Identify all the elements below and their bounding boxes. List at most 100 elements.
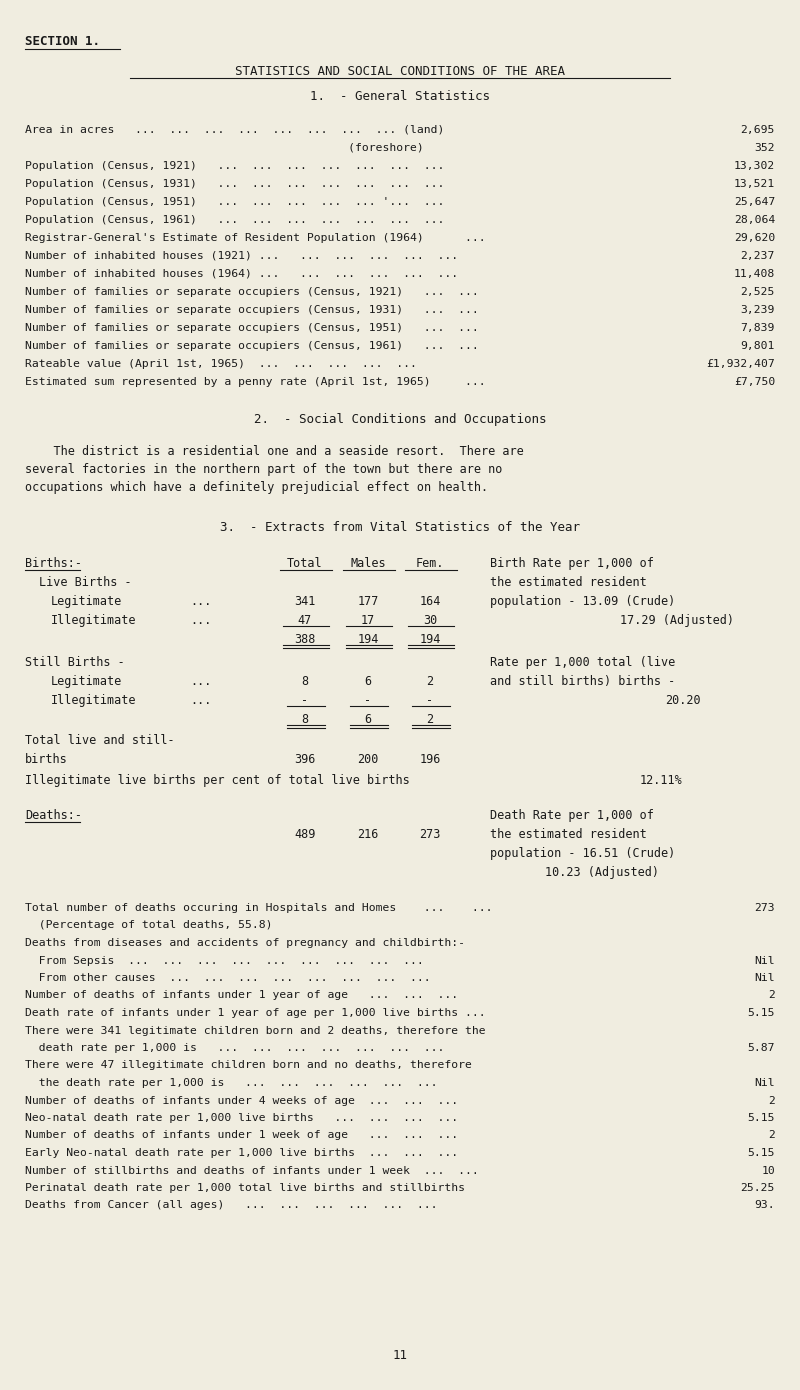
Text: 30: 30 (423, 614, 437, 627)
Text: 273: 273 (419, 828, 441, 841)
Text: 489: 489 (294, 828, 316, 841)
Text: Fem.: Fem. (416, 557, 444, 570)
Text: several factories in the northern part of the town but there are no: several factories in the northern part o… (25, 463, 502, 475)
Text: 388: 388 (294, 632, 316, 646)
Text: ...: ... (190, 694, 211, 708)
Text: 25.25: 25.25 (741, 1183, 775, 1193)
Text: ...: ... (190, 676, 211, 688)
Text: (foreshore): (foreshore) (25, 143, 424, 153)
Text: 17: 17 (361, 614, 375, 627)
Text: From other causes  ...  ...  ...  ...  ...  ...  ...  ...: From other causes ... ... ... ... ... ..… (25, 973, 430, 983)
Text: 28,064: 28,064 (734, 215, 775, 225)
Text: ...: ... (190, 614, 211, 627)
Text: Number of families or separate occupiers (Census, 1931)   ...  ...: Number of families or separate occupiers… (25, 304, 478, 316)
Text: 93.: 93. (754, 1201, 775, 1211)
Text: STATISTICS AND SOCIAL CONDITIONS OF THE AREA: STATISTICS AND SOCIAL CONDITIONS OF THE … (235, 65, 565, 78)
Text: 11,408: 11,408 (734, 270, 775, 279)
Text: 2.  - Social Conditions and Occupations: 2. - Social Conditions and Occupations (254, 413, 546, 425)
Text: Registrar-General's Estimate of Resident Population (1964)      ...: Registrar-General's Estimate of Resident… (25, 234, 486, 243)
Text: 25,647: 25,647 (734, 197, 775, 207)
Text: Deaths from diseases and accidents of pregnancy and childbirth:-: Deaths from diseases and accidents of pr… (25, 938, 465, 948)
Text: Rate per 1,000 total (live: Rate per 1,000 total (live (490, 656, 675, 669)
Text: Live Births -: Live Births - (39, 575, 132, 589)
Text: Number of families or separate occupiers (Census, 1921)   ...  ...: Number of families or separate occupiers… (25, 286, 478, 297)
Text: Number of deaths of infants under 4 weeks of age  ...  ...  ...: Number of deaths of infants under 4 week… (25, 1095, 458, 1105)
Text: (Percentage of total deaths, 55.8): (Percentage of total deaths, 55.8) (25, 920, 273, 930)
Text: 5.15: 5.15 (747, 1148, 775, 1158)
Text: Number of deaths of infants under 1 year of age   ...  ...  ...: Number of deaths of infants under 1 year… (25, 991, 458, 1001)
Text: 20.20: 20.20 (665, 694, 701, 708)
Text: Population (Census, 1961)   ...  ...  ...  ...  ...  ...  ...: Population (Census, 1961) ... ... ... ..… (25, 215, 444, 225)
Text: Males: Males (350, 557, 386, 570)
Text: Number of inhabited houses (1964) ...   ...  ...  ...  ...  ...: Number of inhabited houses (1964) ... ..… (25, 270, 458, 279)
Text: 2: 2 (768, 1095, 775, 1105)
Text: Illegitimate: Illegitimate (51, 614, 137, 627)
Text: Still Births -: Still Births - (25, 656, 125, 669)
Text: 13,302: 13,302 (734, 161, 775, 171)
Text: -: - (302, 694, 309, 708)
Text: Early Neo-natal death rate per 1,000 live births  ...  ...  ...: Early Neo-natal death rate per 1,000 liv… (25, 1148, 458, 1158)
Text: 2: 2 (768, 991, 775, 1001)
Text: the death rate per 1,000 is   ...  ...  ...  ...  ...  ...: the death rate per 1,000 is ... ... ... … (25, 1079, 438, 1088)
Text: 194: 194 (358, 632, 378, 646)
Text: Legitimate: Legitimate (51, 676, 122, 688)
Text: There were 47 illegitimate children born and no deaths, therefore: There were 47 illegitimate children born… (25, 1061, 472, 1070)
Text: 5.15: 5.15 (747, 1113, 775, 1123)
Text: The district is a residential one and a seaside resort.  There are: The district is a residential one and a … (25, 445, 524, 457)
Text: 11: 11 (393, 1350, 407, 1362)
Text: 8: 8 (302, 676, 309, 688)
Text: 2: 2 (426, 676, 434, 688)
Text: Total live and still-: Total live and still- (25, 734, 174, 746)
Text: Neo-natal death rate per 1,000 live births   ...  ...  ...  ...: Neo-natal death rate per 1,000 live birt… (25, 1113, 458, 1123)
Text: Area in acres   ...  ...  ...  ...  ...  ...  ...  ... (land): Area in acres ... ... ... ... ... ... ..… (25, 125, 444, 135)
Text: 10: 10 (762, 1165, 775, 1176)
Text: 10.23 (Adjusted): 10.23 (Adjusted) (545, 866, 659, 878)
Text: 1.  - General Statistics: 1. - General Statistics (310, 90, 490, 103)
Text: £1,932,407: £1,932,407 (706, 359, 775, 368)
Text: Population (Census, 1921)   ...  ...  ...  ...  ...  ...  ...: Population (Census, 1921) ... ... ... ..… (25, 161, 444, 171)
Text: 6: 6 (365, 676, 371, 688)
Text: 194: 194 (419, 632, 441, 646)
Text: Death Rate per 1,000 of: Death Rate per 1,000 of (490, 809, 654, 821)
Text: 6: 6 (365, 713, 371, 726)
Text: Birth Rate per 1,000 of: Birth Rate per 1,000 of (490, 557, 654, 570)
Text: population - 16.51 (Crude): population - 16.51 (Crude) (490, 847, 675, 860)
Text: Number of inhabited houses (1921) ...   ...  ...  ...  ...  ...: Number of inhabited houses (1921) ... ..… (25, 252, 458, 261)
Text: Death rate of infants under 1 year of age per 1,000 live births ...: Death rate of infants under 1 year of ag… (25, 1008, 486, 1017)
Text: Number of deaths of infants under 1 week of age   ...  ...  ...: Number of deaths of infants under 1 week… (25, 1130, 458, 1141)
Text: £7,750: £7,750 (734, 377, 775, 386)
Text: Population (Census, 1951)   ...  ...  ...  ...  ... '...  ...: Population (Census, 1951) ... ... ... ..… (25, 197, 444, 207)
Text: Nil: Nil (754, 1079, 775, 1088)
Text: From Sepsis  ...  ...  ...  ...  ...  ...  ...  ...  ...: From Sepsis ... ... ... ... ... ... ... … (25, 955, 424, 966)
Text: Number of families or separate occupiers (Census, 1951)   ...  ...: Number of families or separate occupiers… (25, 322, 478, 334)
Text: Illegitimate: Illegitimate (51, 694, 137, 708)
Text: 177: 177 (358, 595, 378, 607)
Text: Population (Census, 1931)   ...  ...  ...  ...  ...  ...  ...: Population (Census, 1931) ... ... ... ..… (25, 179, 444, 189)
Text: ...: ... (190, 595, 211, 607)
Text: 341: 341 (294, 595, 316, 607)
Text: 196: 196 (419, 753, 441, 766)
Text: 8: 8 (302, 713, 309, 726)
Text: and still births) births -: and still births) births - (490, 676, 675, 688)
Text: 3.  - Extracts from Vital Statistics of the Year: 3. - Extracts from Vital Statistics of t… (220, 521, 580, 534)
Text: 5.87: 5.87 (747, 1042, 775, 1054)
Text: There were 341 legitimate children born and 2 deaths, therefore the: There were 341 legitimate children born … (25, 1026, 486, 1036)
Text: Rateable value (April 1st, 1965)  ...  ...  ...  ...  ...: Rateable value (April 1st, 1965) ... ...… (25, 359, 417, 368)
Text: SECTION 1.: SECTION 1. (25, 35, 100, 49)
Text: Deaths from Cancer (all ages)   ...  ...  ...  ...  ...  ...: Deaths from Cancer (all ages) ... ... ..… (25, 1201, 438, 1211)
Text: Births:-: Births:- (25, 557, 82, 570)
Text: population - 13.09 (Crude): population - 13.09 (Crude) (490, 595, 675, 607)
Text: 13,521: 13,521 (734, 179, 775, 189)
Text: 216: 216 (358, 828, 378, 841)
Text: occupations which have a definitely prejudicial effect on health.: occupations which have a definitely prej… (25, 481, 488, 493)
Text: 2,695: 2,695 (741, 125, 775, 135)
Text: 17.29 (Adjusted): 17.29 (Adjusted) (620, 614, 734, 627)
Text: 2,525: 2,525 (741, 286, 775, 297)
Text: death rate per 1,000 is   ...  ...  ...  ...  ...  ...  ...: death rate per 1,000 is ... ... ... ... … (25, 1042, 444, 1054)
Text: births: births (25, 753, 68, 766)
Text: 47: 47 (298, 614, 312, 627)
Text: Number of families or separate occupiers (Census, 1961)   ...  ...: Number of families or separate occupiers… (25, 341, 478, 352)
Text: 273: 273 (754, 904, 775, 913)
Text: 2: 2 (426, 713, 434, 726)
Text: Nil: Nil (754, 955, 775, 966)
